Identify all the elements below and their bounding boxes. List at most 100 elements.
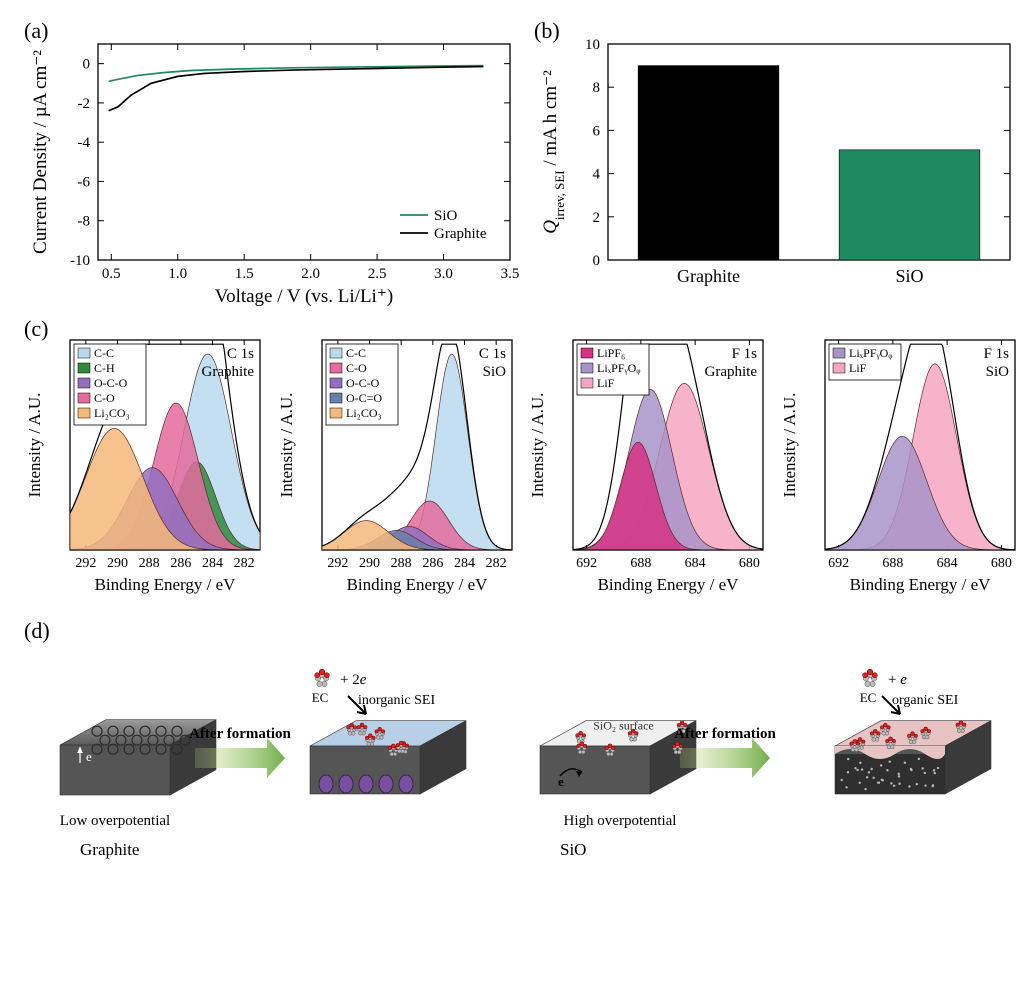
svg-text:286: 286 [170,556,191,571]
svg-text:F 1s: F 1s [732,346,758,362]
svg-text:0: 0 [593,253,601,269]
panel-b: (b) 0 2 4 6 8 10 Graphite SiO Qirrev, SEI / mA h… [530,20,1020,310]
svg-text:C-C: C-C [346,346,366,360]
svg-text:-10: -10 [70,253,90,269]
svg-text:C 1s: C 1s [478,346,505,362]
svg-text:Binding Energy / eV: Binding Energy / eV [346,575,488,594]
svg-text:Current Density / µA cm⁻²: Current Density / µA cm⁻² [30,50,51,254]
svg-text:Binding Energy / eV: Binding Energy / eV [95,575,237,594]
svg-text:-8: -8 [78,214,91,230]
svg-text:684: 684 [685,556,706,571]
svg-text:4: 4 [593,167,601,183]
svg-text:SiO₂ surface: SiO₂ surface [593,718,654,732]
svg-text:6: 6 [593,123,601,139]
svg-text:O-C-O: O-C-O [346,376,380,390]
svg-text:C 1s: C 1s [227,346,254,362]
svg-text:inorganic SEI: inorganic SEI [358,693,435,708]
svg-text:284: 284 [202,556,223,571]
svg-text:After formation: After formation [189,726,291,742]
svg-text:Graphite: Graphite [705,364,758,380]
svg-text:C-O: C-O [94,391,115,405]
panel-c-label: (c) [24,316,48,342]
svg-text:SiO: SiO [985,364,1009,380]
panel-c: (c) 292290288286284282C 1sGraphiteC-CC-H… [20,320,1020,610]
svg-text:-6: -6 [78,174,91,190]
svg-text:1.5: 1.5 [235,266,254,282]
svg-text:-2: -2 [78,96,91,112]
svg-text:After formation: After formation [674,726,776,742]
svg-text:SiO: SiO [482,364,506,380]
panel-a: (a) 0.51.01.52.02.53.03.5-10-8-6-4-20SiO… [20,20,520,310]
svg-text:C-O: C-O [346,361,367,375]
svg-text:LiPF₆: LiPF₆ [597,346,625,360]
svg-text:LiₓPFᵧOᵩ: LiₓPFᵧOᵩ [849,346,892,360]
svg-text:+ 2e: + 2e [340,672,367,688]
svg-text:Li₂CO₃: Li₂CO₃ [346,406,382,420]
svg-text:High overpotential: High overpotential [564,813,677,829]
svg-text:C-H: C-H [94,361,115,375]
svg-text:282: 282 [485,556,506,571]
svg-text:e: e [86,749,92,764]
svg-text:Graphite: Graphite [677,266,740,286]
svg-text:680: 680 [739,556,760,571]
svg-text:Li₂CO₃: Li₂CO₃ [94,406,130,420]
svg-text:Intensity / A.U.: Intensity / A.U. [25,393,44,498]
xps-c1s-sio: 292 290 288 286 284 282 C 1s SiO C-CC-OO-C-OO-C=… [272,320,518,610]
svg-text:10: 10 [585,37,600,53]
panel-a-label: (a) [24,18,48,44]
panel-b-chart: 0 2 4 6 8 10 Graphite SiO Qirrev, SEI / mA h cm⁻… [530,20,1020,310]
svg-text:LiF: LiF [849,361,867,375]
svg-text:-4: -4 [78,135,91,151]
panel-d: (d) e Low overpotential Graphite After form… [20,620,1020,870]
svg-text:EC: EC [312,690,329,705]
svg-text:0: 0 [83,57,91,73]
svg-text:292: 292 [327,556,348,571]
svg-text:Qirrev, SEI / mA h cm⁻²: Qirrev, SEI / mA h cm⁻² [540,70,567,234]
panel-d-schematic: e Low overpotential Graphite After formatio… [20,620,1015,870]
svg-text:EC: EC [860,690,877,705]
svg-text:282: 282 [234,556,255,571]
svg-text:C-C: C-C [94,346,114,360]
svg-text:8: 8 [593,80,601,96]
svg-text:SiO: SiO [560,840,586,859]
svg-text:0.5: 0.5 [102,266,121,282]
svg-text:Intensity / A.U.: Intensity / A.U. [780,393,799,498]
xps-f1s-sio: 692 688 684 680 F 1s SiO LiₓPFᵧOᵩLiF Binding En… [775,320,1021,610]
svg-text:LiF: LiF [597,376,615,390]
svg-text:+ e: + e [888,672,907,688]
svg-text:692: 692 [828,556,849,571]
svg-text:684: 684 [936,556,957,571]
svg-text:Graphite: Graphite [80,840,139,859]
svg-text:2.5: 2.5 [368,266,387,282]
svg-text:O-C=O: O-C=O [346,391,382,405]
svg-text:SiO: SiO [434,208,458,224]
svg-text:688: 688 [882,556,903,571]
svg-text:688: 688 [630,556,651,571]
svg-text:Binding Energy / eV: Binding Energy / eV [849,575,991,594]
svg-text:Intensity / A.U.: Intensity / A.U. [277,393,296,498]
svg-text:290: 290 [359,556,380,571]
svg-text:680: 680 [990,556,1011,571]
svg-text:286: 286 [422,556,443,571]
svg-text:284: 284 [454,556,475,571]
svg-text:292: 292 [75,556,96,571]
svg-text:2.0: 2.0 [301,266,320,282]
svg-text:692: 692 [576,556,597,571]
svg-text:LiₓPFᵧOᵩ: LiₓPFᵧOᵩ [597,361,640,375]
svg-text:e: e [558,774,564,789]
svg-text:SiO: SiO [895,266,923,286]
svg-text:F 1s: F 1s [983,346,1009,362]
svg-text:2: 2 [593,210,601,226]
panel-b-label: (b) [534,18,560,44]
svg-text:Intensity / A.U.: Intensity / A.U. [528,393,547,498]
svg-text:3.0: 3.0 [434,266,453,282]
svg-text:Low overpotential: Low overpotential [60,813,170,829]
xps-c1s-graphite: 292290288286284282C 1sGraphiteC-CC-HO-C-… [20,320,266,610]
svg-text:3.5: 3.5 [501,266,520,282]
panel-a-chart: 0.51.01.52.02.53.03.5-10-8-6-4-20SiOGrap… [20,20,520,310]
panel-d-label: (d) [24,618,50,644]
svg-text:288: 288 [390,556,411,571]
svg-text:O-C-O: O-C-O [94,376,128,390]
svg-text:290: 290 [107,556,128,571]
svg-text:Graphite: Graphite [202,364,255,380]
